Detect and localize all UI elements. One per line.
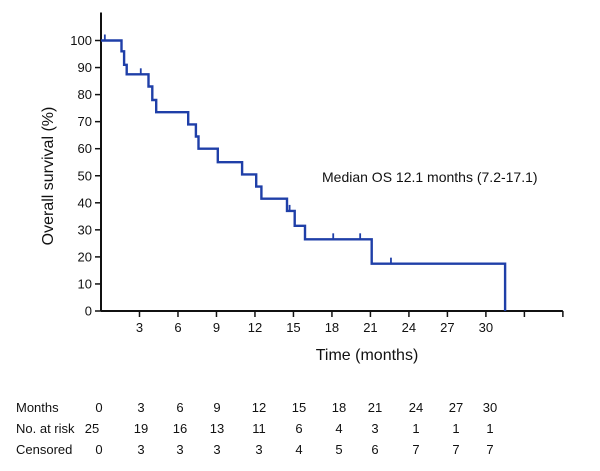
y-tick-label: 20: [78, 249, 92, 264]
risk-cell: 6: [295, 421, 302, 436]
axes: 0 10 20 30 40 50 60 70 80 90 100 3 6 9 12 15 18 21 24 27 30: [70, 12, 564, 335]
y-tick-label: 0: [85, 304, 92, 319]
risk-cell: 11: [252, 421, 266, 436]
risk-cell: 7: [412, 442, 419, 457]
x-tick-label: 27: [440, 320, 454, 335]
risk-cell: 12: [252, 400, 266, 415]
risk-cell: 16: [173, 421, 187, 436]
x-tick-label: 24: [402, 320, 416, 335]
x-tick-label: 18: [325, 320, 339, 335]
risk-cell: 30: [483, 400, 497, 415]
y-tick-label: 60: [78, 141, 92, 156]
x-tick-label: 9: [213, 320, 220, 335]
y-tick-label: 10: [78, 276, 92, 291]
x-tick-label: 3: [136, 320, 143, 335]
survival-curve: [101, 34, 507, 311]
risk-cell: 4: [295, 442, 302, 457]
x-tick-label: 30: [479, 320, 493, 335]
risk-cell: 3: [137, 442, 144, 457]
x-tick-label: 12: [248, 320, 262, 335]
y-axis-title: Overall survival (%): [40, 107, 57, 246]
risk-cell: 9: [213, 400, 220, 415]
risk-cell: 3: [213, 442, 220, 457]
risk-cell: 7: [452, 442, 459, 457]
survival-line: [101, 39, 507, 311]
x-axis-title: Time (months): [316, 347, 419, 364]
y-tick-label: 50: [78, 168, 92, 183]
x-tick-label: 21: [363, 320, 377, 335]
risk-row-label: Months: [16, 400, 59, 415]
median-os-annotation: Median OS 12.1 months (7.2-17.1): [322, 169, 538, 185]
y-tick-label: 100: [70, 33, 92, 48]
risk-cell: 6: [176, 400, 183, 415]
risk-cell: 4: [335, 421, 342, 436]
risk-cell: 24: [409, 400, 423, 415]
risk-cell: 0: [95, 400, 102, 415]
y-tick-label: 90: [78, 60, 92, 75]
y-tick-label: 70: [78, 114, 92, 129]
risk-cell: 1: [452, 421, 459, 436]
risk-cell: 3: [176, 442, 183, 457]
risk-cell: 3: [255, 442, 262, 457]
risk-cell: 15: [292, 400, 306, 415]
x-tick-label: 6: [174, 320, 181, 335]
risk-cell: 19: [134, 421, 148, 436]
risk-cell: 3: [137, 400, 144, 415]
risk-row-label: Censored: [16, 442, 72, 457]
risk-cell: 6: [371, 442, 378, 457]
risk-cell: 21: [368, 400, 382, 415]
risk-cell: 5: [335, 442, 342, 457]
y-tick-label: 80: [78, 87, 92, 102]
risk-cell: 13: [210, 421, 224, 436]
risk-cell: 0: [95, 442, 102, 457]
risk-cell: 27: [449, 400, 463, 415]
y-tick-label: 30: [78, 222, 92, 237]
risk-row-label: No. at risk: [16, 421, 75, 436]
risk-cell: 7: [486, 442, 493, 457]
risk-cell: 25: [85, 421, 99, 436]
risk-cell: 1: [412, 421, 419, 436]
y-tick-label: 40: [78, 195, 92, 210]
risk-cell: 18: [332, 400, 346, 415]
risk-cell: 3: [371, 421, 378, 436]
risk-cell: 1: [486, 421, 493, 436]
x-tick-label: 15: [286, 320, 300, 335]
